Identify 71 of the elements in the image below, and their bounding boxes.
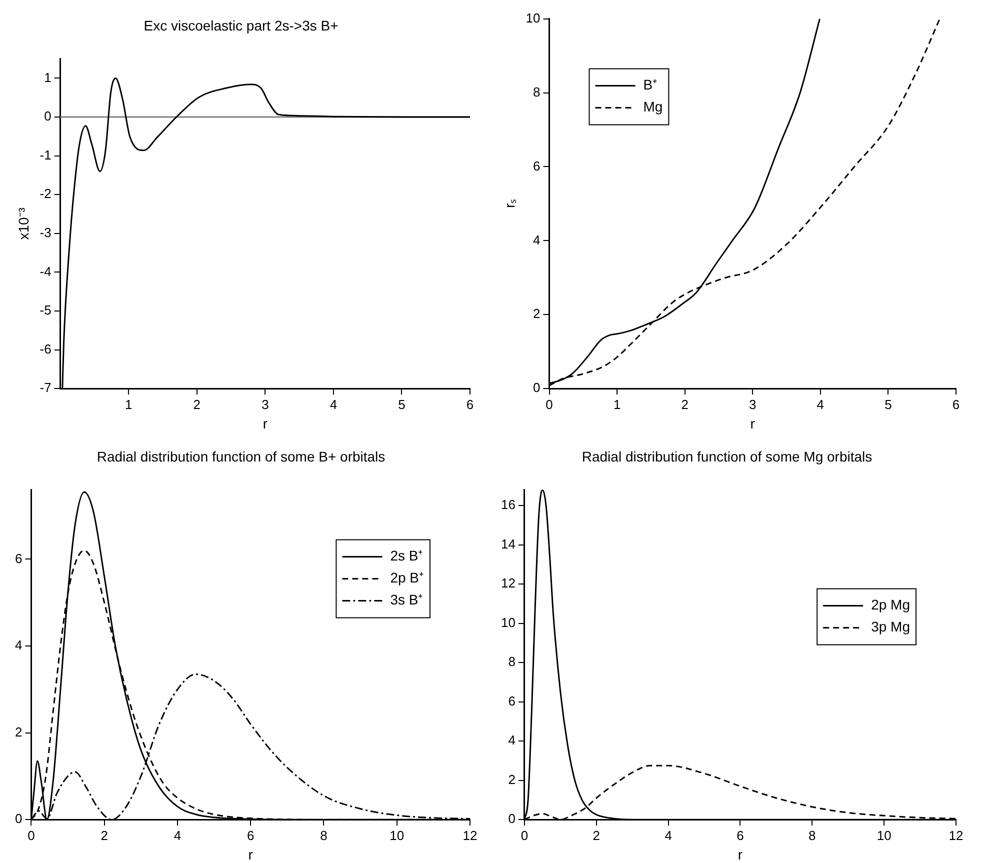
x-tick-label: 10 bbox=[390, 828, 404, 843]
x-axis-title: r bbox=[262, 415, 268, 432]
x-tick-label: 3 bbox=[262, 396, 269, 412]
x-tick-label: 4 bbox=[330, 396, 338, 412]
chart-title: Exc viscoelastic part 2s->3s B+ bbox=[144, 17, 338, 34]
legend-label: 3p Mg bbox=[871, 618, 910, 635]
legend-label: 3s B⁺ bbox=[390, 592, 424, 608]
chart-title: Radial distribution function of some B+ orbitals bbox=[96, 448, 386, 464]
y-axis-title: rₛ bbox=[501, 199, 518, 208]
y-tick-label: -6 bbox=[40, 341, 52, 356]
y-tick-label: 2 bbox=[14, 724, 22, 740]
x-tick-label: 6 bbox=[952, 396, 960, 412]
y-tick-label: 8 bbox=[508, 654, 516, 670]
legend-label: 2p B⁺ bbox=[390, 570, 424, 586]
x-tick-label: 1 bbox=[125, 396, 132, 412]
x-tick-label: 8 bbox=[320, 828, 328, 843]
y-tick-label: 6 bbox=[533, 158, 540, 174]
y-tick-label: 0 bbox=[44, 108, 52, 124]
x-tick-label: 12 bbox=[462, 828, 478, 843]
y-tick-label: -2 bbox=[40, 186, 52, 202]
y-tick-label: -4 bbox=[40, 264, 52, 279]
y-axis-title: x10⁻³ bbox=[15, 207, 32, 240]
y-tick-label: 1 bbox=[44, 70, 52, 85]
y-tick-label: 10 bbox=[500, 614, 516, 630]
x-tick-label: 5 bbox=[884, 396, 892, 412]
x-tick-label: 0 bbox=[28, 828, 35, 843]
x-axis-title: r bbox=[248, 846, 254, 862]
y-tick-label: 0 bbox=[533, 380, 540, 396]
chart-title: Radial distribution function of some Mg orbitals bbox=[582, 448, 872, 464]
x-tick-label: 6 bbox=[466, 396, 474, 412]
x-tick-label: 6 bbox=[736, 828, 744, 843]
y-tick-label: 4 bbox=[14, 638, 22, 653]
y-tick-label: -3 bbox=[40, 224, 52, 240]
x-tick-label: 2 bbox=[193, 396, 201, 412]
x-tick-label: 0 bbox=[546, 396, 553, 412]
x-tick-label: 1 bbox=[613, 396, 621, 412]
legend-label: 2s B⁺ bbox=[390, 548, 424, 564]
y-tick-label: 2 bbox=[533, 306, 540, 322]
x-tick-label: 2 bbox=[592, 828, 600, 843]
x-axis-title: r bbox=[750, 415, 756, 432]
y-tick-label: -5 bbox=[40, 302, 52, 318]
x-tick-label: 10 bbox=[876, 828, 892, 843]
x-tick-label: 5 bbox=[398, 396, 406, 412]
y-tick-label: 10 bbox=[526, 10, 540, 26]
y-tick-label: -1 bbox=[40, 147, 52, 162]
x-tick-label: 4 bbox=[664, 828, 672, 843]
y-tick-label: 14 bbox=[500, 536, 516, 552]
x-axis-title: r bbox=[738, 846, 743, 862]
x-tick-label: 3 bbox=[749, 396, 756, 412]
x-tick-label: 12 bbox=[948, 828, 964, 843]
y-tick-label: 4 bbox=[508, 732, 516, 748]
x-tick-label: 2 bbox=[100, 828, 108, 843]
y-tick-label: 12 bbox=[500, 576, 516, 591]
x-tick-label: 4 bbox=[174, 828, 182, 843]
y-tick-label: 0 bbox=[14, 811, 22, 826]
y-tick-label: 2 bbox=[508, 772, 516, 787]
y-tick-label: -7 bbox=[40, 380, 52, 396]
x-tick-label: 8 bbox=[808, 828, 816, 843]
x-tick-label: 0 bbox=[520, 828, 528, 843]
y-tick-label: 4 bbox=[533, 232, 540, 248]
y-tick-label: 16 bbox=[500, 497, 516, 512]
x-tick-label: 4 bbox=[816, 396, 824, 412]
legend-label: 2p Mg bbox=[871, 596, 910, 613]
y-tick-label: 6 bbox=[508, 693, 516, 708]
x-tick-label: 2 bbox=[681, 396, 688, 412]
y-tick-label: 6 bbox=[14, 550, 22, 566]
y-tick-label: 0 bbox=[508, 811, 516, 826]
y-tick-label: 8 bbox=[533, 84, 540, 100]
legend-label: B⁺ bbox=[643, 76, 658, 93]
legend-label: Mg bbox=[643, 98, 663, 115]
x-tick-label: 6 bbox=[247, 828, 254, 843]
